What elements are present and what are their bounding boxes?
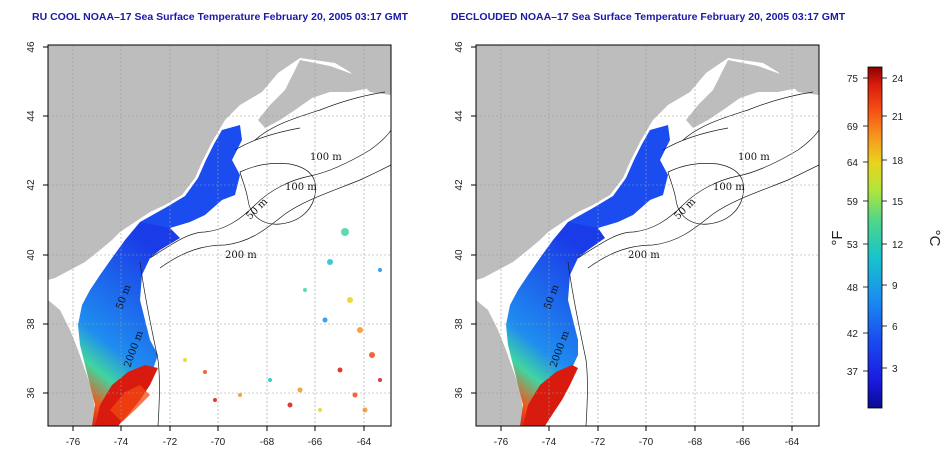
contour-label-200m-right: 200 m <box>628 250 660 261</box>
lat-tick-label: 36 <box>26 387 37 399</box>
landmass-left <box>48 45 391 280</box>
lat-tick-label: 40 <box>26 249 37 261</box>
celsius-tick-labels: 24 21 18 15 12 9 6 3 <box>892 74 904 375</box>
colorbar: 75 69 64 59 53 48 42 37 24 21 18 15 12 9… <box>829 66 943 409</box>
fahrenheit-tick-label: 75 <box>847 74 859 85</box>
lat-tick-labels-left: 36 38 40 42 44 46 <box>26 41 37 399</box>
map-title-left: RU COOL NOAA–17 Sea Surface Temperature … <box>32 11 409 23</box>
colorbar-label-celsius: °C <box>926 230 943 247</box>
celsius-tick-label: 21 <box>892 112 904 123</box>
lon-tick-label: -74 <box>114 437 129 448</box>
lon-tick-label: -74 <box>542 437 557 448</box>
lat-tick-label: 44 <box>26 110 37 122</box>
lat-tick-label: 46 <box>454 41 465 53</box>
celsius-tick-label: 24 <box>892 74 904 85</box>
sst-shelf-right <box>506 222 605 426</box>
colorbar-ticks <box>863 77 887 372</box>
lon-tick-label: -64 <box>357 437 372 448</box>
fahrenheit-tick-label: 48 <box>847 283 859 294</box>
lon-tick-label: -64 <box>785 437 800 448</box>
map-title-right: DECLOUDED NOAA–17 Sea Surface Temperatur… <box>451 11 846 23</box>
celsius-tick-label: 12 <box>892 240 904 251</box>
fahrenheit-tick-label: 59 <box>847 197 859 208</box>
lon-tick-label: -76 <box>494 437 509 448</box>
sst-gulf-stream-right <box>523 365 578 426</box>
axis-ticks-left <box>43 46 365 431</box>
lon-tick-labels-right: -76 -74 -72 -70 -68 -66 -64 <box>494 437 800 448</box>
landmass-south-left <box>48 300 95 426</box>
lat-tick-label: 40 <box>454 249 465 261</box>
celsius-tick-label: 18 <box>892 156 904 167</box>
lat-tick-label: 42 <box>454 179 465 191</box>
fahrenheit-tick-labels: 75 69 64 59 53 48 42 37 <box>847 74 859 378</box>
celsius-tick-label: 3 <box>892 364 898 375</box>
colorbar-gradient <box>867 66 883 409</box>
contour-label-200m-left: 200 m <box>225 250 257 261</box>
lon-tick-label: -68 <box>260 437 275 448</box>
lon-tick-labels-left: -76 -74 -72 -70 -68 -66 -64 <box>66 437 372 448</box>
grid-left <box>48 45 391 426</box>
fahrenheit-tick-label: 64 <box>847 158 859 169</box>
celsius-tick-label: 6 <box>892 322 898 333</box>
landmass-nova-scotia-left <box>258 60 370 128</box>
landmass-right <box>476 45 819 280</box>
lon-tick-label: -72 <box>591 437 606 448</box>
landmass-south-right <box>476 300 523 426</box>
sst-warm-core-left <box>110 385 150 422</box>
bathymetry-contours-left <box>139 91 391 426</box>
map-plot-area-right: 100 m 100 m 200 m 50 m 50 m 2000 m <box>476 45 819 426</box>
contour-label-100m-b-left: 100 m <box>285 182 317 193</box>
lon-tick-label: -66 <box>736 437 751 448</box>
fahrenheit-tick-label: 53 <box>847 240 859 251</box>
lon-tick-label: -72 <box>163 437 178 448</box>
landmass-nova-scotia-right <box>686 60 798 128</box>
sst-gulf-of-maine-right <box>568 125 670 230</box>
map-right: DECLOUDED NOAA–17 Sea Surface Temperatur… <box>451 11 846 448</box>
map-left: RU COOL NOAA–17 Sea Surface Temperature … <box>26 11 409 448</box>
lon-tick-label: -70 <box>639 437 654 448</box>
contour-label-100m-b-right: 100 m <box>713 182 745 193</box>
lon-tick-label: -66 <box>308 437 323 448</box>
lat-tick-labels-right: 36 38 40 42 44 46 <box>454 41 465 399</box>
map-frame-left <box>47 44 392 427</box>
lat-tick-label: 38 <box>454 318 465 330</box>
sst-gulf-of-maine-left <box>140 125 242 230</box>
map-plot-area-left: 100 m 100 m 200 m 50 m 50 m 2000 m <box>48 45 391 426</box>
lat-tick-label: 36 <box>454 387 465 399</box>
lon-tick-label: -68 <box>688 437 703 448</box>
celsius-tick-label: 15 <box>892 197 904 208</box>
celsius-tick-label: 9 <box>892 281 898 292</box>
colorbar-label-fahrenheit: °F <box>829 230 846 245</box>
lat-tick-label: 42 <box>26 179 37 191</box>
lon-tick-label: -70 <box>211 437 226 448</box>
contour-label-100m-a-right: 100 m <box>738 152 770 163</box>
grid-right <box>476 45 819 426</box>
lat-tick-label: 38 <box>26 318 37 330</box>
sst-speckle-left <box>183 228 382 413</box>
lat-tick-label: 46 <box>26 41 37 53</box>
lon-tick-label: -76 <box>66 437 81 448</box>
fahrenheit-tick-label: 37 <box>847 367 859 378</box>
map-frame-right <box>475 44 820 427</box>
contour-label-100m-a-left: 100 m <box>310 152 342 163</box>
bathymetry-contours-right <box>567 91 819 426</box>
axis-ticks-right <box>471 46 793 431</box>
fahrenheit-tick-label: 42 <box>847 329 859 340</box>
lat-tick-label: 44 <box>454 110 465 122</box>
fahrenheit-tick-label: 69 <box>847 122 859 133</box>
